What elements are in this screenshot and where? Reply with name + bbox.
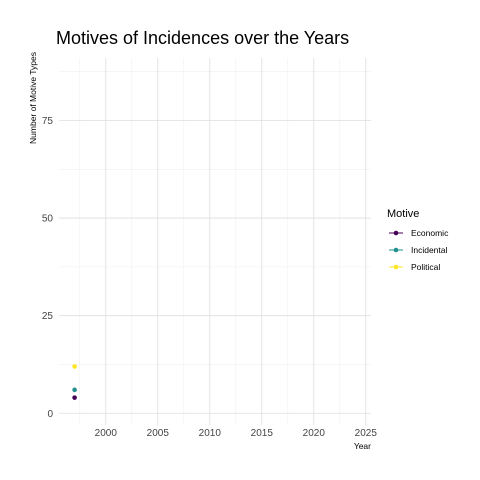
legend-label-economic: Economic (411, 228, 449, 238)
x-tick-label: 2010 (199, 428, 222, 439)
y-tick-label: 25 (42, 311, 54, 322)
grid (59, 58, 371, 425)
x-tick-label: 2005 (147, 428, 170, 439)
legend-key-point-incidental (393, 247, 399, 253)
legend-title: Motive (387, 208, 419, 220)
data-point-incidental (72, 387, 77, 393)
x-tick-label: 2000 (95, 428, 118, 439)
chart-title: Motives of Incidences over the Years (56, 28, 349, 48)
y-axis-title: Number of Motive Types (28, 52, 38, 144)
legend: Motive Economic Incidental Political (387, 208, 449, 272)
y-tick-label: 50 (42, 214, 54, 225)
legend-key-point-economic (393, 230, 399, 236)
data-point-political (72, 364, 77, 369)
x-tick-label: 2025 (355, 428, 378, 439)
legend-key-point-political (393, 264, 399, 270)
x-tick-label: 2015 (251, 428, 274, 439)
data-point-economic (72, 395, 77, 400)
y-tick-label: 75 (42, 116, 54, 127)
x-axis-ticks: 2000 2005 2010 2015 2020 2025 (95, 428, 378, 439)
x-tick-label: 2020 (303, 428, 326, 439)
legend-label-political: Political (411, 262, 440, 272)
x-axis-title: Year (354, 441, 371, 451)
legend-label-incidental: Incidental (411, 245, 447, 255)
y-tick-label: 0 (47, 409, 53, 420)
data-points (72, 364, 77, 400)
y-axis-ticks: 0 25 50 75 (42, 116, 54, 420)
